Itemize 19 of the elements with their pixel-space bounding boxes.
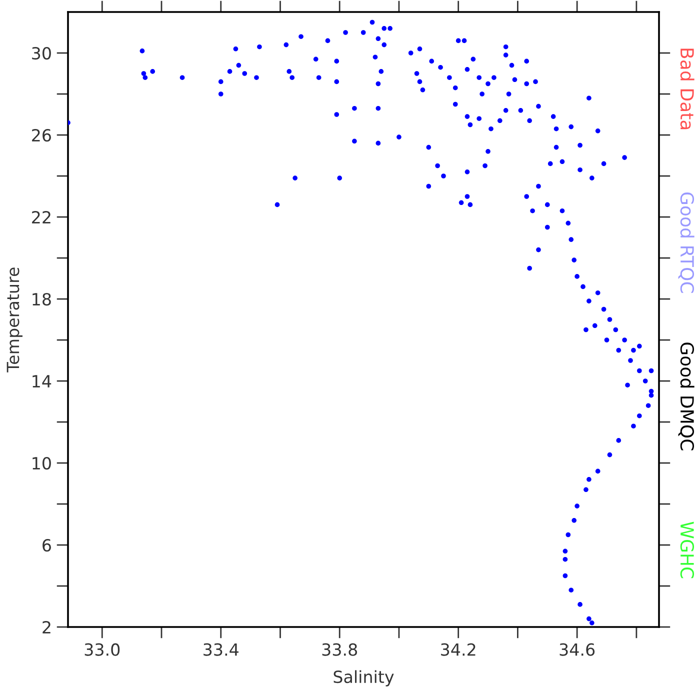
- text: WGHC: [680, 522, 694, 578]
- y-tick-label: 2: [42, 620, 50, 634]
- x-tick-label: 34.6: [560, 643, 595, 656]
- y-tick-label: 6: [42, 538, 51, 552]
- y-tick-label: 22: [32, 210, 50, 224]
- y-tick-label: 10: [32, 456, 51, 470]
- x-tick-label: 33.0: [84, 643, 120, 656]
- x-tick-label: 34.2: [441, 643, 476, 656]
- x-axis-title: Salinity: [334, 670, 394, 686]
- y-tick-label: 30: [32, 46, 51, 60]
- y-tick-label: 14: [32, 375, 52, 388]
- y-tick-label: 26: [32, 128, 51, 142]
- x-tick-label: 33.4: [204, 643, 238, 656]
- x-tick-label: 33.8: [322, 643, 358, 656]
- text: Bad Data: [680, 48, 694, 130]
- y-axis-title: Temperature: [6, 268, 22, 372]
- text: Good RTQC: [678, 192, 694, 293]
- y-tick-label: 18: [32, 292, 51, 306]
- text: Good DMQC: [678, 342, 694, 450]
